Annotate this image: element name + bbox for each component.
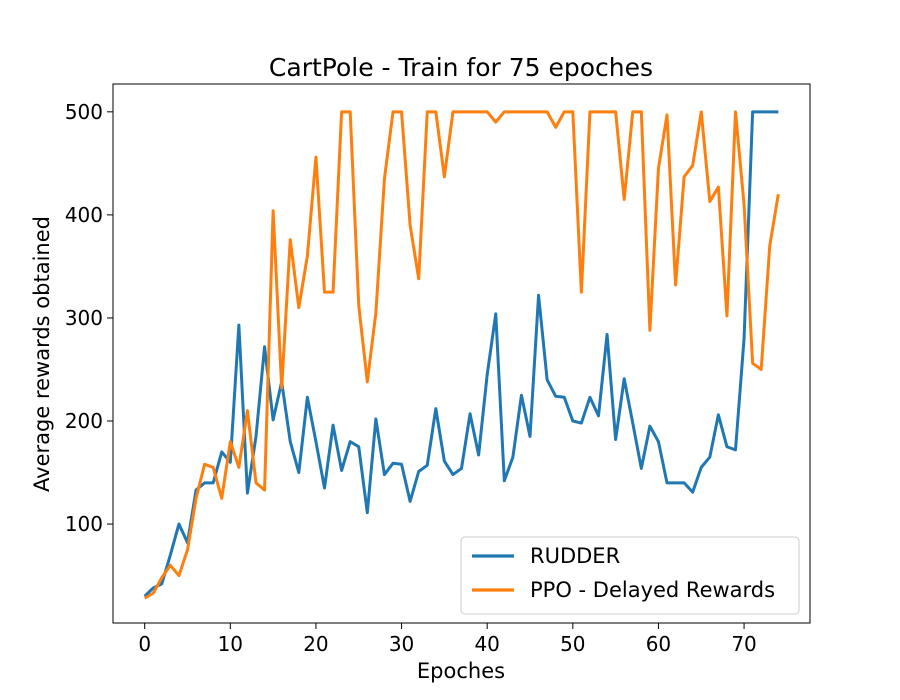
plot-area xyxy=(112,83,811,624)
x-tick-label: 20 xyxy=(303,632,328,656)
x-tick-label: 60 xyxy=(646,632,671,656)
series-line-ppo xyxy=(143,110,780,600)
x-tick-label: 40 xyxy=(474,632,499,656)
x-tick-label: 10 xyxy=(218,632,243,656)
x-tick-label: 30 xyxy=(389,632,414,656)
x-axis: 0 10 20 30 40 50 60 70 xyxy=(138,623,757,656)
x-tick-label: 0 xyxy=(138,632,151,656)
legend-label-rudder: RUDDER xyxy=(530,544,620,568)
y-tick-label: 400 xyxy=(65,203,103,227)
y-tick-label: 200 xyxy=(65,409,103,433)
y-axis: 100 200 300 400 500 xyxy=(65,100,113,536)
chart-title: CartPole - Train for 75 epoches xyxy=(269,53,653,82)
series-line-rudder xyxy=(143,110,779,598)
y-tick-label: 300 xyxy=(65,306,103,330)
legend-label-ppo: PPO - Delayed Rewards xyxy=(530,578,775,602)
x-tick-label: 70 xyxy=(731,632,756,656)
x-axis-label: Epoches xyxy=(417,659,505,683)
series-layer xyxy=(143,110,780,600)
y-tick-label: 500 xyxy=(65,100,103,124)
y-axis-label: Average rewards obtained xyxy=(30,216,54,492)
legend: RUDDER PPO - Delayed Rewards xyxy=(460,536,800,615)
legend-box xyxy=(460,536,800,615)
y-tick-label: 100 xyxy=(65,512,103,536)
x-tick-label: 50 xyxy=(560,632,585,656)
